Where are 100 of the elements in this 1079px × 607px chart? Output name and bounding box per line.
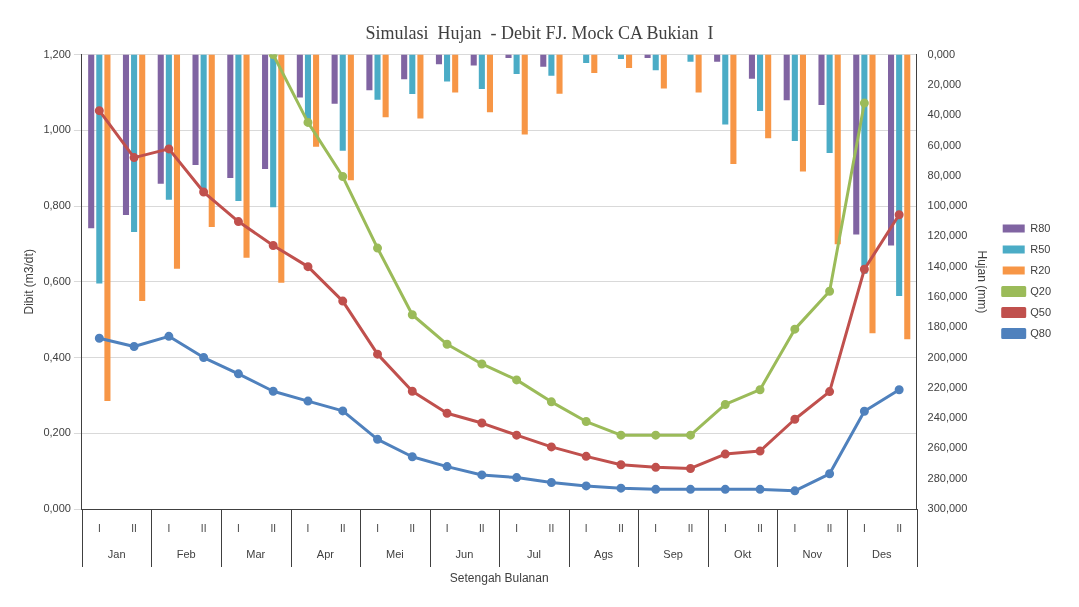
bar	[714, 54, 721, 62]
bar	[401, 54, 408, 80]
y-tick-label: 0,600	[43, 274, 71, 287]
point	[338, 172, 348, 182]
point	[581, 481, 591, 491]
x-axis-title: Setengah Bulanan	[449, 571, 549, 586]
legend-label: Q50	[1030, 305, 1052, 318]
point	[303, 262, 313, 272]
bar	[96, 54, 103, 284]
point	[129, 153, 139, 163]
point	[94, 106, 104, 116]
x-tick-label: II	[409, 522, 416, 534]
bar	[278, 54, 285, 283]
bar	[540, 54, 547, 67]
bar	[765, 54, 772, 139]
x-tick-label: II	[618, 522, 624, 534]
point	[686, 430, 695, 440]
bar	[591, 54, 598, 73]
bar	[687, 54, 694, 62]
y2-tick-label: 140,000	[927, 259, 968, 272]
legend-label: R20	[1030, 263, 1051, 276]
point	[755, 484, 765, 494]
point	[407, 452, 417, 462]
legend-label: Q80	[1030, 326, 1052, 339]
text: Jan	[107, 548, 126, 561]
bar	[904, 54, 911, 340]
bar	[200, 54, 207, 189]
bar	[660, 54, 667, 89]
bar	[262, 54, 269, 170]
point	[164, 144, 174, 154]
bar	[513, 54, 520, 74]
chart-title: Simulasi Hujan - Debit FJ. Mock CA Bukian I	[365, 22, 714, 43]
x-tick-label: I	[584, 522, 588, 534]
x-tick-label: I	[793, 522, 797, 534]
x-tick-label: I	[306, 522, 310, 534]
y-tick-label: 0,000	[43, 502, 71, 515]
bar	[417, 54, 424, 119]
y-tick-label: 1,000	[43, 123, 71, 136]
point	[373, 243, 383, 253]
y2-tick-label: 240,000	[927, 411, 968, 424]
y2-tick-label: 0,000	[927, 47, 956, 60]
y2-tick-label: 100,000	[927, 199, 968, 212]
x-tick-label: I	[654, 522, 658, 534]
point	[790, 324, 800, 334]
text: Sep	[663, 548, 683, 561]
point	[338, 406, 348, 416]
point	[268, 386, 278, 396]
point	[755, 446, 765, 456]
point	[720, 484, 730, 494]
point	[373, 434, 383, 444]
point	[581, 451, 591, 461]
bar	[165, 54, 172, 200]
y2-tick-label: 300,000	[927, 502, 968, 515]
x-tick-label: II	[687, 522, 694, 534]
point	[512, 375, 522, 385]
point	[859, 406, 869, 416]
y2-tick-label: 60,000	[927, 138, 962, 151]
bar	[470, 54, 477, 66]
x-tick-label: II	[896, 522, 902, 534]
point	[825, 387, 835, 397]
x-tick-label: II	[131, 522, 137, 534]
y2-tick-label: 280,000	[927, 471, 968, 484]
bar	[888, 54, 895, 246]
bar	[521, 54, 528, 135]
point	[303, 117, 313, 127]
bar	[486, 54, 494, 113]
point	[303, 396, 313, 406]
text: Okt	[734, 548, 752, 561]
point	[720, 399, 730, 409]
y-tick-label: 0,200	[43, 426, 71, 439]
bar	[799, 54, 806, 172]
point	[233, 369, 243, 379]
point	[616, 460, 626, 470]
bar	[227, 54, 234, 179]
point	[686, 463, 695, 473]
bar	[444, 54, 451, 82]
point	[129, 342, 139, 352]
bar	[583, 54, 590, 64]
bar	[208, 54, 215, 227]
bar	[192, 54, 199, 166]
point	[651, 462, 661, 472]
bar	[748, 54, 755, 79]
y-axis-title: Dibit (m3/dt)	[21, 249, 36, 315]
bar	[896, 54, 903, 296]
point	[546, 477, 556, 487]
legend-label: R50	[1030, 242, 1051, 255]
bar	[304, 54, 312, 122]
bar	[88, 54, 95, 229]
point	[164, 331, 174, 341]
x-tick-label: I	[167, 522, 171, 534]
y-tick-label: 0,800	[43, 199, 71, 212]
bar	[382, 54, 389, 118]
point	[442, 462, 452, 472]
y2-tick-label: 200,000	[927, 350, 968, 363]
point	[338, 296, 348, 306]
point	[894, 210, 904, 220]
point	[616, 483, 626, 493]
point	[651, 484, 661, 494]
point	[512, 473, 522, 483]
bar	[435, 54, 442, 65]
